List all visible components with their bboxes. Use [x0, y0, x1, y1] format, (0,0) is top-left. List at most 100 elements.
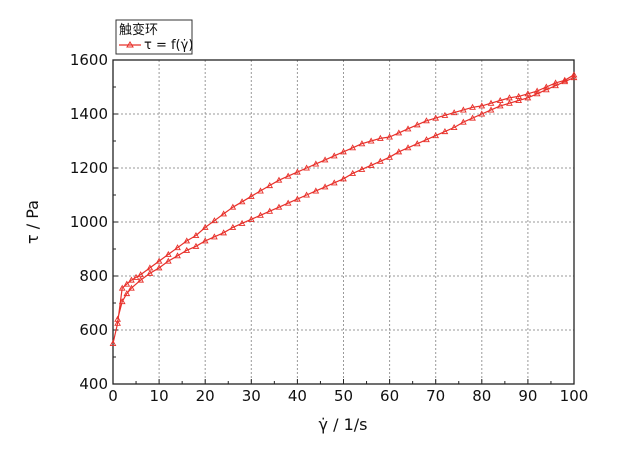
- data-point-marker: [432, 132, 440, 139]
- data-point-marker: [367, 161, 375, 168]
- data-point-marker: [478, 110, 486, 117]
- data-point-marker: [413, 121, 421, 128]
- data-point-marker: [183, 246, 191, 253]
- data-point-marker: [118, 284, 126, 291]
- data-point-marker: [192, 242, 200, 249]
- data-point-marker: [220, 210, 228, 217]
- data-point-marker: [395, 129, 403, 136]
- data-point-marker: [303, 191, 310, 198]
- grid-lines: [113, 60, 574, 384]
- data-point-marker: [192, 231, 200, 239]
- data-point-marker: [570, 74, 578, 81]
- data-point-marker: [552, 82, 559, 89]
- data-point-marker: [211, 217, 218, 224]
- data-point-marker: [321, 183, 329, 190]
- data-point-marker: [358, 165, 366, 172]
- data-point-marker: [358, 140, 366, 147]
- data-point-marker: [349, 144, 357, 151]
- data-point-marker: [386, 133, 393, 140]
- data-point-marker: [377, 134, 384, 141]
- data-point-marker: [515, 96, 523, 104]
- data-point-marker: [229, 223, 237, 230]
- y-tick-labels: 400 600 800 1000 1200 1400 1600: [70, 51, 108, 393]
- data-point-marker: [349, 169, 357, 176]
- data-point-marker: [155, 257, 163, 264]
- data-point-marker: [552, 79, 559, 86]
- data-point-marker: [137, 276, 145, 283]
- legend-entry-label: τ = f(γ̇): [144, 38, 193, 53]
- x-tick-label: 10: [150, 387, 169, 405]
- x-tick-label: 80: [472, 387, 491, 405]
- data-point-marker: [395, 148, 403, 155]
- data-point-marker: [330, 152, 338, 159]
- y-axis-label: τ / Pa: [23, 200, 42, 244]
- y-tick-label: 1600: [70, 51, 108, 69]
- data-point-marker: [303, 164, 310, 171]
- x-tick-label: 30: [242, 387, 261, 405]
- data-series: [109, 71, 578, 347]
- x-tick-label: 40: [288, 387, 307, 405]
- data-point-marker: [487, 106, 495, 113]
- data-point-marker: [404, 144, 412, 151]
- data-point-marker: [114, 315, 121, 322]
- data-point-marker: [423, 117, 430, 124]
- data-point-marker: [146, 269, 154, 276]
- x-tick-label: 100: [560, 387, 589, 405]
- y-tick-label: 1400: [70, 105, 108, 123]
- data-point-marker: [469, 114, 476, 121]
- data-point-marker: [284, 172, 292, 179]
- data-point-marker: [330, 179, 338, 186]
- data-point-marker: [211, 233, 218, 240]
- minor-ticks: [112, 59, 575, 385]
- x-tick-label: 20: [196, 387, 215, 405]
- x-tick-label: 70: [426, 387, 445, 405]
- data-point-marker: [321, 156, 329, 163]
- data-point-marker: [340, 175, 347, 182]
- data-point-marker: [377, 157, 384, 164]
- data-point-marker: [533, 87, 541, 94]
- data-point-marker: [238, 219, 246, 226]
- data-point-marker: [266, 182, 274, 189]
- data-point-marker: [220, 229, 228, 236]
- data-point-marker: [294, 195, 301, 202]
- data-point-marker: [128, 284, 135, 291]
- legend-triangle-marker: [126, 41, 134, 48]
- data-point-marker: [123, 290, 131, 297]
- data-point-marker: [469, 103, 476, 110]
- y-tick-label: 600: [79, 321, 108, 339]
- data-point-marker: [257, 211, 264, 218]
- data-point-marker: [423, 136, 430, 143]
- x-axis-label: γ̇ / 1/s: [319, 415, 368, 434]
- data-point-marker: [123, 280, 131, 287]
- data-point-marker: [561, 76, 569, 83]
- x-tick-labels: 0 10 20 30 40 50 60 70 80 90 100: [108, 387, 588, 405]
- data-point-marker: [561, 78, 569, 85]
- data-point-marker: [570, 71, 578, 78]
- data-point-marker: [487, 99, 495, 106]
- data-point-marker: [164, 257, 172, 264]
- y-tick-label: 1200: [70, 159, 108, 177]
- data-point-marker: [524, 94, 532, 101]
- data-point-marker: [533, 90, 541, 97]
- data-point-marker: [542, 83, 550, 90]
- data-point-marker: [174, 252, 181, 259]
- x-tick-label: 0: [108, 387, 118, 405]
- data-point-marker: [413, 140, 421, 147]
- data-point-marker: [459, 118, 467, 125]
- data-point-marker: [284, 199, 292, 206]
- data-point-marker: [109, 339, 117, 347]
- series-line: [112, 74, 575, 344]
- legend-box: [115, 19, 193, 55]
- data-point-marker: [183, 237, 191, 244]
- data-point-marker: [118, 298, 126, 305]
- legend: 触变环 τ = f(γ̇): [115, 19, 193, 55]
- data-point-marker: [367, 137, 375, 144]
- data-point-marker: [174, 244, 181, 251]
- data-point-marker: [432, 114, 440, 121]
- data-point-marker: [459, 106, 467, 113]
- data-point-marker: [229, 203, 237, 210]
- data-point-marker: [247, 192, 255, 199]
- data-point-marker: [441, 128, 449, 135]
- data-point-marker: [404, 125, 412, 132]
